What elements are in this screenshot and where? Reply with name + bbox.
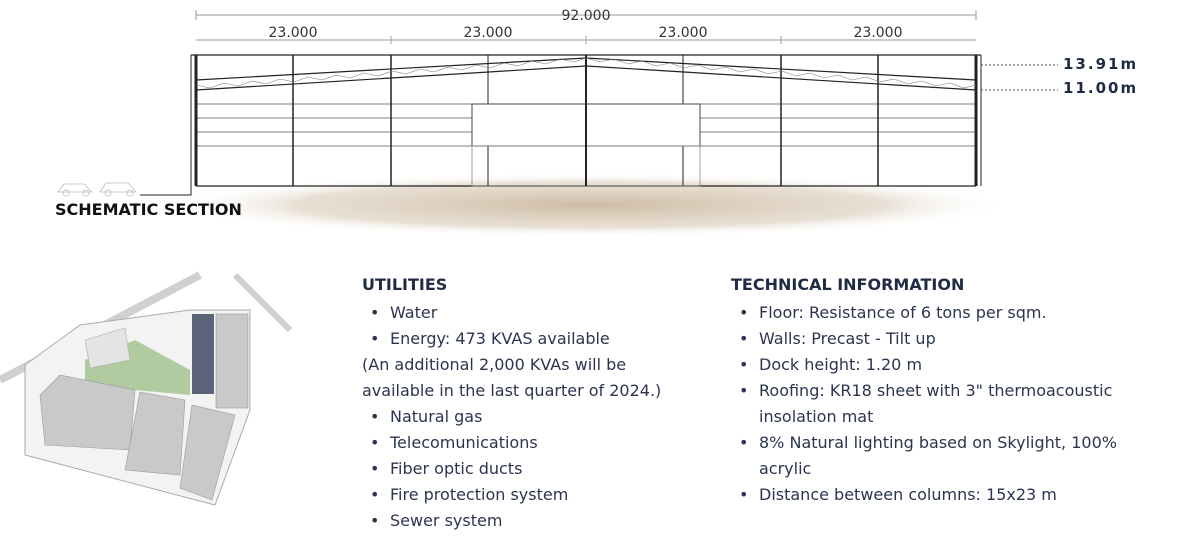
list-item: Dock height: 1.20 m: [731, 352, 1151, 378]
list-item: Sewer system: [362, 508, 692, 534]
list-item: 8% Natural lighting based on Skylight, 1…: [731, 430, 1151, 482]
list-item: Floor: Resistance of 6 tons per sqm.: [731, 300, 1151, 326]
bay-span-label: 23.000: [854, 25, 903, 41]
list-item: Fire protection system: [362, 482, 692, 508]
building: [124, 391, 186, 476]
building-frame: [140, 54, 982, 196]
list-item: Roofing: KR18 sheet with 3" thermoacoust…: [731, 378, 1151, 430]
section-title: SCHEMATIC SECTION: [55, 200, 242, 219]
dimension-lines: [195, 10, 977, 44]
utilities-section: UTILITIES Water Energy: 473 KVAS availab…: [362, 274, 692, 534]
technical-list: Floor: Resistance of 6 tons per sqm. Wal…: [731, 300, 1151, 508]
technical-section: TECHNICAL INFORMATION Floor: Resistance …: [731, 274, 1151, 508]
schematic-section-drawing: 92.000 23.000 23.000 23.000 23.000: [57, 8, 1058, 237]
site-plan-map: [0, 271, 293, 506]
list-item: Walls: Precast - Tilt up: [731, 326, 1151, 352]
list-item: Distance between columns: 15x23 m: [731, 482, 1151, 508]
list-item: Fiber optic ducts: [362, 456, 692, 482]
height-label-peak: 13.91m: [1063, 55, 1139, 73]
ground-soil: [170, 173, 1010, 237]
bay-span-label: 23.000: [659, 25, 708, 41]
building: [215, 313, 249, 409]
plaza: [84, 327, 131, 369]
list-item: Natural gas: [362, 404, 692, 430]
car-sketches: [57, 182, 137, 197]
road: [232, 272, 293, 333]
height-label-eave: 11.00m: [1063, 79, 1139, 97]
total-span-label: 92.000: [562, 8, 611, 24]
bay-span-label: 23.000: [464, 25, 513, 41]
utilities-heading: UTILITIES: [362, 275, 448, 294]
bay-span-label: 23.000: [269, 25, 318, 41]
highlighted-building: [192, 314, 214, 394]
roof-truss-web: [195, 57, 977, 89]
list-note: (An additional 2,000 KVAs will be availa…: [362, 355, 662, 400]
building: [39, 374, 136, 451]
list-item: Telecomunications: [362, 430, 692, 456]
building: [179, 404, 236, 501]
technical-heading: TECHNICAL INFORMATION: [731, 275, 965, 294]
utilities-list: Water Energy: 473 KVAS available (An add…: [362, 300, 692, 534]
list-item: Water: [362, 300, 692, 326]
list-item: Energy: 473 KVAS available: [362, 326, 692, 352]
